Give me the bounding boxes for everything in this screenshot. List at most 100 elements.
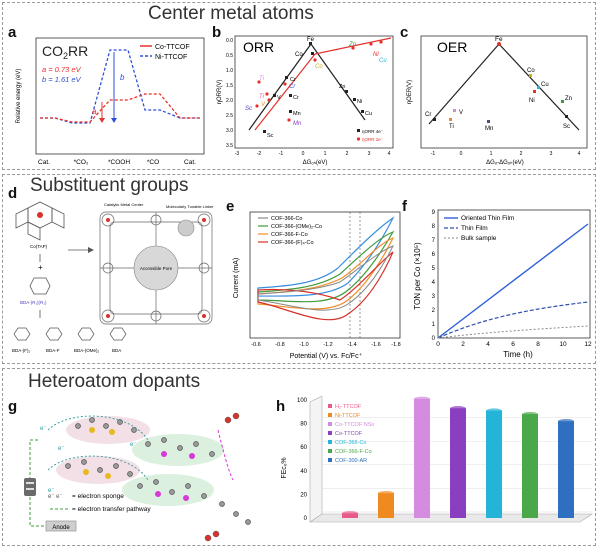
panel-e-xlabel: Potential (V) vs. Fc/Fc⁺ — [290, 352, 363, 360]
panel-c-xlabel: ΔGₒ-ΔGₒₕ(eV) — [486, 160, 524, 166]
svg-text:CO2RR: CO2RR — [42, 43, 88, 61]
section-title-substituent: Substituent groups — [30, 175, 189, 196]
panel-h-bar-top — [558, 419, 574, 424]
svg-text:Oriented Thin Film: Oriented Thin Film — [461, 215, 514, 222]
section-title-heteroatom: Heteroatom dopants — [28, 371, 201, 392]
panel-h-ytick: 0 — [304, 516, 308, 522]
panel-b-title: ORR — [243, 39, 274, 55]
svg-text:0: 0 — [302, 151, 305, 157]
panel-b-xlabel: ΔGₒₕ(eV) — [303, 160, 328, 166]
svg-text:Sc: Sc — [245, 106, 252, 112]
panel-h-ytick: 60 — [300, 445, 307, 451]
panel-c-title: OER — [437, 39, 467, 55]
panel-h-bar-top — [450, 406, 466, 411]
svg-text:Cr: Cr — [289, 84, 296, 90]
svg-text:-1.2: -1.2 — [323, 342, 332, 348]
svg-text:-3: -3 — [235, 151, 240, 157]
svg-text:Ni: Ni — [373, 52, 379, 58]
panel-h-legend-swatch — [328, 431, 332, 435]
panel-e-ylabel: Current (mA) — [233, 258, 240, 298]
panel-h-legend-swatch — [328, 404, 332, 408]
panel-d-bda-f: BDA-F — [46, 348, 60, 353]
panel-b-xticks: -3 -2 -1 0 1 2 3 4 — [235, 151, 391, 157]
panel-h-ytick: 40 — [300, 469, 307, 475]
svg-text:10: 10 — [559, 341, 567, 348]
panel-e-cv-curves: Current (mA) COF-366-Co COF-366-(OMe)₂-C… — [233, 211, 401, 360]
panel-h-fe-bar-chart: FEᴄₒ% 0 20 40 60 80 100 H₂-TTCOF Ni-TTCOF Co-TT… — [281, 396, 593, 523]
panel-a-step-5: Cat. — [184, 159, 196, 166]
panel-h-bar-top — [486, 408, 502, 413]
svg-text:0: 0 — [460, 151, 463, 157]
panel-a-title: CO — [42, 43, 63, 59]
svg-text:-1.0: -1.0 — [299, 342, 308, 348]
section-substituent-groups — [2, 174, 596, 364]
panel-label-a: a — [8, 24, 17, 41]
panel-f-xlabel: Time (h) — [503, 350, 533, 359]
panel-b-ylabel: ηORR(V) — [217, 80, 223, 105]
panel-e-xticks: -0.6 -0.8 -1.0 -1.2 -1.4 -1.6 -1.8 — [251, 342, 400, 348]
svg-text:-2: -2 — [257, 151, 262, 157]
panel-a-legend-ni: Ni-TTCOF — [155, 54, 187, 61]
panel-h-legend-swatch — [328, 440, 332, 444]
svg-text:1.0: 1.0 — [226, 68, 233, 74]
panel-h-legend-label: COF-300-AR — [335, 458, 367, 464]
section-title-center-metal: Center metal atoms — [148, 3, 314, 24]
panel-b-orr-volcano: ORR ηORR(V) 0.0 0.5 1.0 1.5 2.0 2.5 3.0 … — [217, 35, 394, 166]
svg-text:0.5: 0.5 — [226, 53, 233, 59]
svg-text:Ti: Ti — [259, 94, 265, 100]
panel-h-legend-label: Co-TTCOF — [335, 431, 363, 437]
svg-text:COF-366-F-Co: COF-366-F-Co — [271, 232, 308, 238]
svg-text:Sc: Sc — [267, 133, 274, 139]
panel-f-ton-plot: TON per Co (×10⁵) 0 1 2 3 4 5 6 7 8 9 Or… — [413, 209, 592, 359]
panel-h-bar — [414, 398, 430, 518]
svg-text:3.0: 3.0 — [226, 128, 233, 134]
panel-a-step-2: *CO₂ — [74, 159, 89, 166]
svg-text:-1: -1 — [279, 151, 284, 157]
panel-d-bda-f2: BDA-(F)₂ — [12, 348, 30, 353]
panel-c-xticks: -1 0 1 2 3 4 — [431, 151, 581, 157]
svg-text:6: 6 — [432, 252, 436, 258]
svg-text:Ti: Ti — [449, 124, 454, 130]
svg-text:-1.6: -1.6 — [371, 342, 380, 348]
svg-text:Cr: Cr — [290, 77, 296, 83]
panel-a-step-3: *COOH — [108, 159, 130, 166]
svg-text:COF-366-(OMe)₂-Co: COF-366-(OMe)₂-Co — [271, 224, 322, 230]
panel-h-legend-label: COF-366-F-Co — [335, 449, 372, 455]
panel-h-yticks: 0 20 40 60 80 100 — [297, 398, 592, 522]
svg-text:2: 2 — [432, 308, 436, 314]
svg-text:e⁻: e⁻ — [40, 426, 47, 432]
svg-text:Fe: Fe — [307, 37, 315, 43]
panel-a-co2rr-diagram: Relative energy (eV) CO2RR Co-TTCOF Ni-T… — [16, 37, 205, 166]
svg-text:0.0: 0.0 — [226, 38, 233, 44]
panel-h-legend-label: COF-366-Co — [335, 440, 366, 446]
svg-text:-1: -1 — [431, 151, 436, 157]
panel-label-c: c — [400, 24, 409, 41]
panel-label-h: h — [276, 398, 286, 415]
svg-text:2.0: 2.0 — [226, 98, 233, 104]
svg-text:1: 1 — [432, 322, 436, 328]
panel-h-bar-top — [378, 491, 394, 496]
panel-a-mark-b: b — [120, 73, 125, 82]
svg-text:Thin Film: Thin Film — [461, 225, 488, 232]
panel-h-legend-label: Ni-TTCOF — [335, 413, 361, 419]
svg-text:Mn: Mn — [293, 121, 302, 127]
panel-d-bda-ome: BDA-(OMe)₂ — [74, 348, 99, 353]
svg-text:Bulk sample: Bulk sample — [461, 235, 497, 242]
svg-text:3: 3 — [432, 294, 436, 300]
svg-text:4: 4 — [432, 280, 436, 286]
svg-text:Ni: Ni — [357, 99, 362, 105]
panel-d-pore: Accessible Pore — [140, 266, 173, 271]
svg-text:1.5: 1.5 — [226, 83, 233, 89]
svg-text:V: V — [459, 110, 463, 116]
svg-text:V: V — [261, 102, 266, 108]
svg-text:4: 4 — [578, 151, 581, 157]
svg-text:-1.4: -1.4 — [347, 342, 356, 348]
svg-text:Zn: Zn — [339, 84, 345, 90]
panel-e-legend: COF-366-Co COF-366-(OMe)₂-Co COF-366-F-C… — [258, 216, 322, 246]
panel-h-bar — [486, 410, 502, 518]
svg-text:1: 1 — [490, 151, 493, 157]
panel-h-ytick: 80 — [300, 422, 307, 428]
panel-a-a-text: a = 0.73 eV — [42, 65, 82, 74]
panel-h-bar — [450, 408, 466, 518]
svg-text:6: 6 — [511, 341, 515, 348]
